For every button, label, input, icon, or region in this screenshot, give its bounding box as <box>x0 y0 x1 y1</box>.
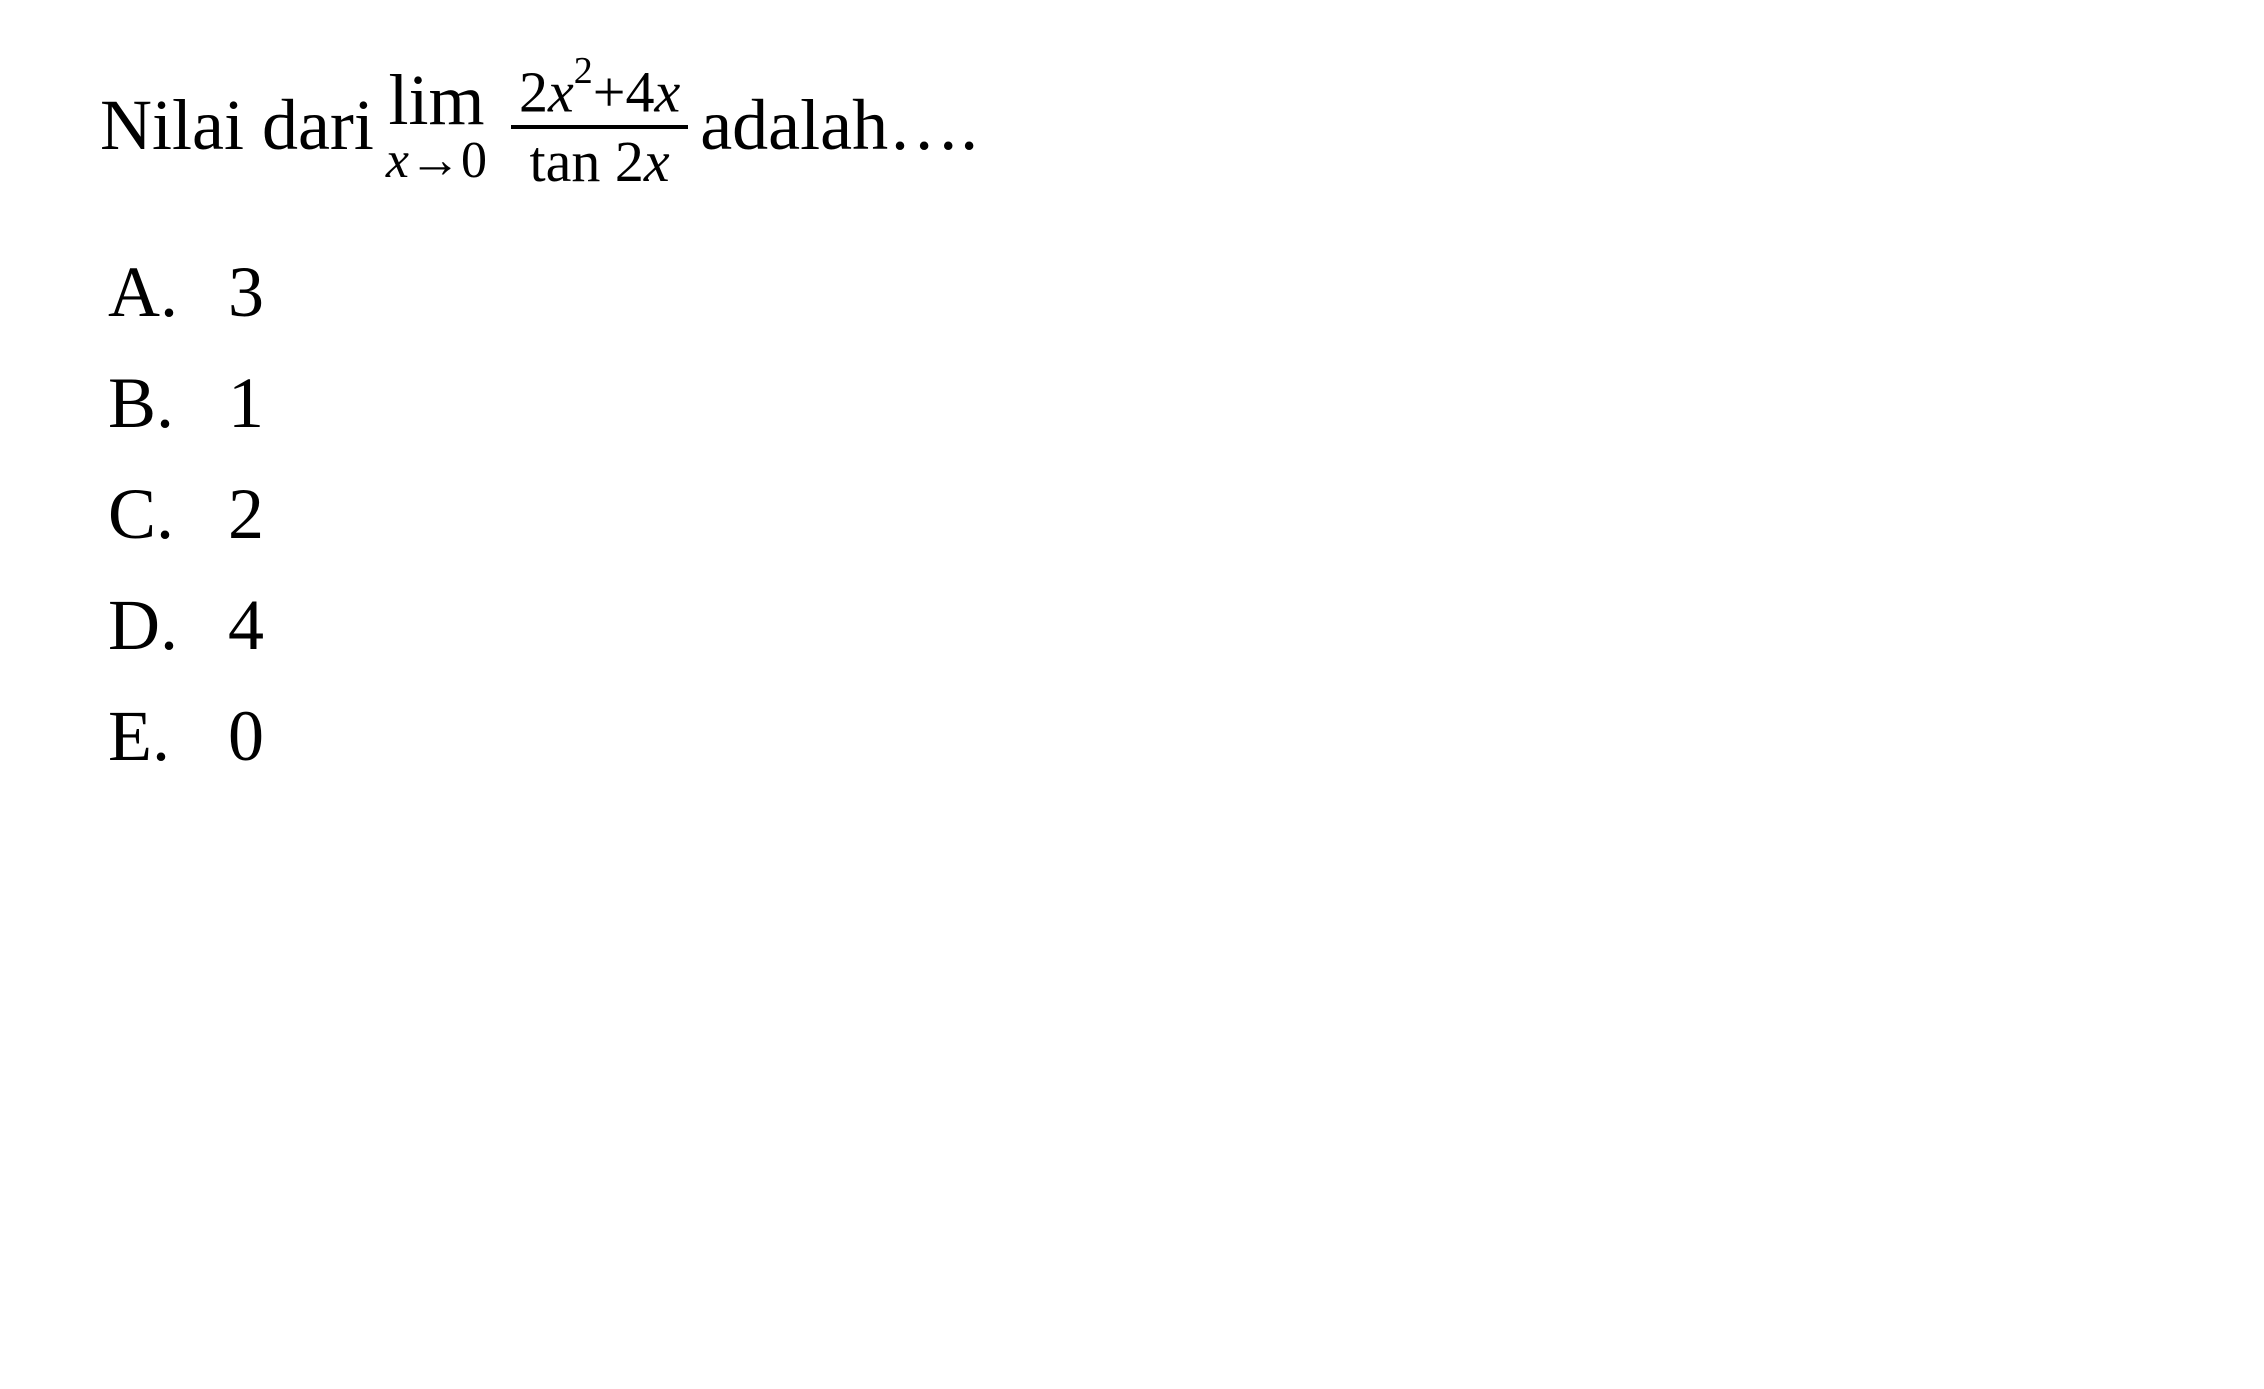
limit-var: x <box>386 132 409 189</box>
limit-approach: x→0 <box>386 134 487 187</box>
option-label: E. <box>108 695 228 778</box>
option-e[interactable]: E. 0 <box>108 695 2164 778</box>
option-label: A. <box>108 251 228 334</box>
prefix-text: Nilai dari <box>100 84 374 167</box>
option-value: 3 <box>228 251 264 334</box>
limit-arrow-icon: → <box>409 131 461 189</box>
option-value: 2 <box>228 473 264 556</box>
num-var1: x <box>548 59 574 124</box>
option-label: C. <box>108 473 228 556</box>
option-b[interactable]: B. 1 <box>108 362 2164 445</box>
option-label: B. <box>108 362 228 445</box>
option-a[interactable]: A. 3 <box>108 251 2164 334</box>
math-question: Nilai dari lim x→0 2x2+4x tan 2x adalah…… <box>100 60 2164 778</box>
answer-options: A. 3 B. 1 C. 2 D. 4 E. 0 <box>100 251 2164 778</box>
den-func: tan <box>530 129 601 194</box>
num-exponent: 2 <box>574 50 593 92</box>
num-op: + <box>593 59 626 124</box>
suffix-text: adalah…. <box>700 84 978 167</box>
den-var: x <box>644 129 670 194</box>
num-coef1: 2 <box>519 59 548 124</box>
fraction-numerator: 2x2+4x <box>511 60 688 129</box>
option-value: 1 <box>228 362 264 445</box>
limit-symbol: lim <box>388 64 484 136</box>
option-value: 0 <box>228 695 264 778</box>
fraction: 2x2+4x tan 2x <box>511 60 688 191</box>
num-var2: x <box>654 59 680 124</box>
fraction-denominator: tan 2x <box>522 129 678 191</box>
question-stem: Nilai dari lim x→0 2x2+4x tan 2x adalah…… <box>100 60 2164 191</box>
num-coef2: 4 <box>625 59 654 124</box>
limit-expression: lim x→0 <box>386 64 487 187</box>
option-value: 4 <box>228 584 264 667</box>
den-coef: 2 <box>615 129 644 194</box>
limit-value: 0 <box>461 132 487 189</box>
option-c[interactable]: C. 2 <box>108 473 2164 556</box>
option-d[interactable]: D. 4 <box>108 584 2164 667</box>
option-label: D. <box>108 584 228 667</box>
